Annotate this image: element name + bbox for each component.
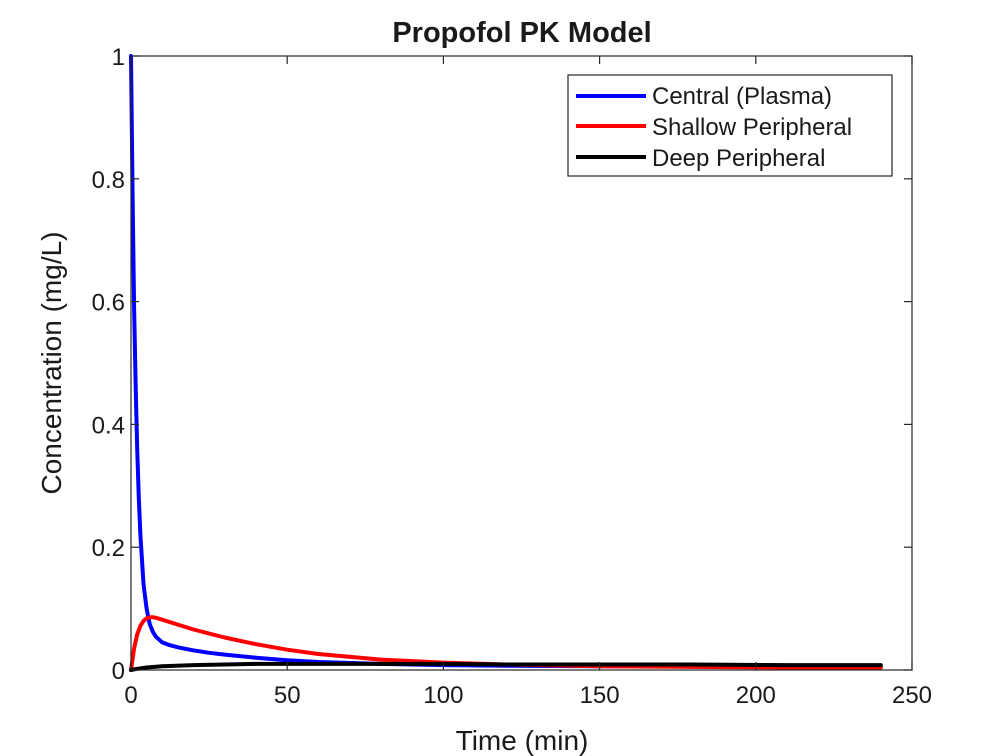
y-tick-label: 0.4 — [92, 412, 125, 439]
x-tick-label: 100 — [423, 682, 463, 709]
plot-area-frame — [130, 55, 913, 671]
x-tick-label: 150 — [580, 682, 620, 709]
x-tick-label: 0 — [124, 682, 137, 709]
chart-title: Propofol PK Model — [392, 17, 651, 49]
series-line-deep-peripheral — [129, 661, 883, 672]
x-tick-label: 200 — [736, 682, 776, 709]
y-tick-label: 0 — [112, 658, 125, 685]
legend-label-shallow: Shallow Peripheral — [652, 114, 852, 141]
legend: Central (Plasma) Shallow Peripheral Deep… — [567, 74, 893, 177]
y-axis: 0 0.2 0.4 0.6 0.8 1 — [92, 44, 912, 685]
x-axis-label: Time (min) — [456, 725, 589, 756]
x-tick-label: 250 — [892, 682, 932, 709]
y-tick-label: 0.6 — [92, 290, 125, 317]
series-layer — [129, 54, 883, 672]
legend-label-deep: Deep Peripheral — [652, 145, 825, 172]
x-tick-label: 50 — [274, 682, 301, 709]
y-tick-label: 1 — [112, 44, 125, 71]
y-axis-label: Concentration (mg/L) — [36, 231, 67, 494]
x-axis: 0 50 100 150 200 250 — [124, 56, 932, 709]
legend-label-central: Central (Plasma) — [652, 83, 832, 110]
y-tick-label: 0.8 — [92, 167, 125, 194]
y-tick-label: 0.2 — [92, 535, 125, 562]
